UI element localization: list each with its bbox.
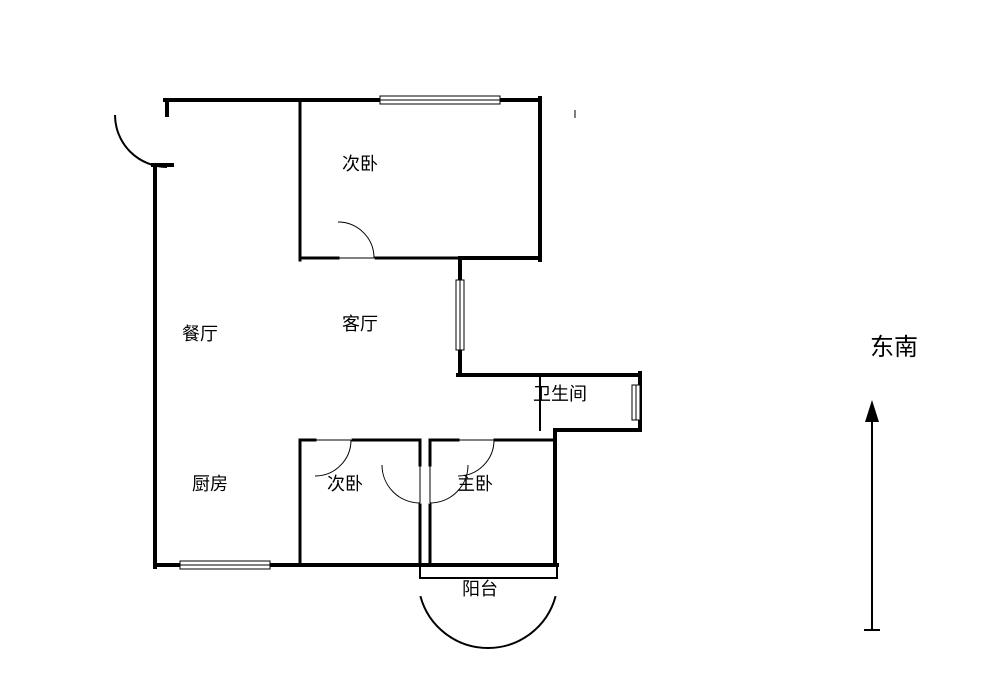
label-secondary_bedroom_top: 次卧 — [342, 154, 378, 174]
label-dining_room: 餐厅 — [182, 324, 218, 344]
floor-plan-canvas: 次卧客厅餐厅卫生间厨房次卧主卧阳台东南 — [0, 0, 1000, 699]
label-living_room: 客厅 — [342, 314, 378, 334]
label-bathroom: 卫生间 — [533, 384, 587, 404]
label-balcony: 阳台 — [462, 579, 498, 599]
compass-label: 东南 — [870, 334, 918, 361]
label-master_bedroom: 主卧 — [457, 474, 493, 494]
label-kitchen: 厨房 — [192, 474, 228, 494]
label-secondary_bedroom_bottom: 次卧 — [327, 474, 363, 494]
